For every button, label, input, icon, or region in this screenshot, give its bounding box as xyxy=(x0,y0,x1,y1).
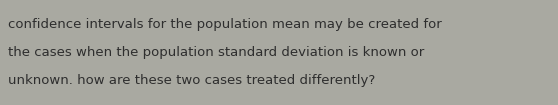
Text: the cases when the population standard deviation is known or: the cases when the population standard d… xyxy=(8,46,424,59)
Text: confidence intervals for the population mean may be created for: confidence intervals for the population … xyxy=(8,18,442,31)
Text: unknown. how are these two cases treated differently?: unknown. how are these two cases treated… xyxy=(8,74,375,87)
